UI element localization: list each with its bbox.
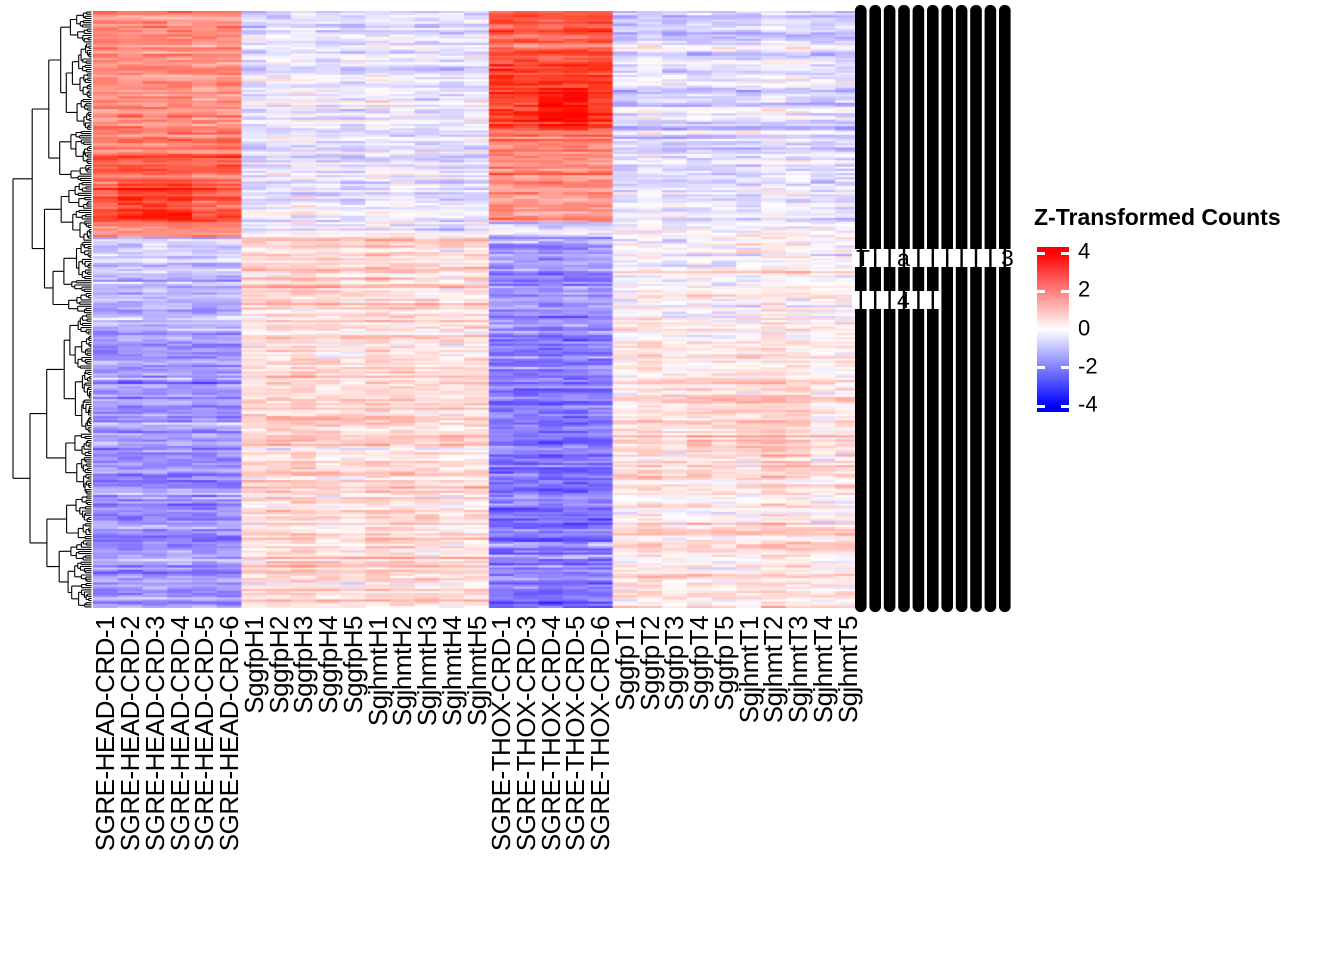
column-label-text: SGRE-HEAD-CRD-6 [214, 616, 245, 852]
column-label-text: SgjhmtH2 [387, 616, 418, 727]
row-label-bar [970, 5, 982, 612]
row-label-stem [1003, 249, 1006, 267]
row-label-stem [874, 291, 877, 309]
row-label-fragment: T [856, 245, 870, 271]
column-label-text: SggfpH5 [337, 616, 368, 714]
legend-tick-mark [1061, 404, 1069, 408]
legend-tick-label: 0 [1078, 315, 1091, 341]
row-label-stem [859, 249, 862, 267]
column-label-text: SGRE-HEAD-CRD-5 [189, 616, 220, 852]
legend-tick-label: -4 [1078, 391, 1098, 417]
column-label-text: SggfpT3 [659, 616, 690, 711]
legend-title: Z-Transformed Counts [1034, 204, 1281, 230]
column-label-text: SGRE-THOX-CRD-1 [486, 616, 517, 852]
column-label: SgjhmtT5 [833, 616, 943, 723]
column-label-text: SggfpT5 [708, 616, 739, 711]
legend-tick-mark [1061, 251, 1069, 255]
column-label-text: SGRE-THOX-CRD-6 [585, 616, 616, 852]
column-label-text: SGRE-HEAD-CRD-1 [90, 616, 121, 852]
heatmap-grid [93, 11, 860, 608]
row-label-stem [974, 249, 978, 267]
column-label-text: SggfpH4 [313, 616, 344, 714]
row-label-stem [989, 249, 992, 267]
row-label-stem [946, 249, 949, 267]
row-label-stem [874, 249, 877, 267]
row-label-stem [931, 249, 934, 267]
legend-tick-mark [1037, 251, 1045, 255]
row-label-stem [931, 291, 934, 309]
row-label-stem [859, 291, 862, 309]
column-label-text: SgjhmtH3 [412, 616, 443, 727]
column-label-text: SGRE-HEAD-CRD-4 [164, 616, 195, 852]
legend-tick-mark [1061, 366, 1069, 370]
column-label-text: SgjhmtH1 [362, 616, 393, 727]
row-label-fragment: 4 [897, 287, 910, 313]
row-label-bar [941, 5, 953, 612]
row-label-stem [888, 291, 891, 309]
row-label-bar [955, 5, 968, 612]
legend-tick-mark [1037, 366, 1045, 370]
legend-tick-label: 4 [1078, 238, 1091, 264]
row-label-stem [902, 249, 906, 267]
column-label-text: SGRE-HEAD-CRD-3 [139, 616, 170, 852]
row-label-bar [999, 5, 1011, 612]
column-label-text: SgjhmtT4 [807, 616, 838, 724]
column-label-text: SGRE-THOX-CRD-5 [560, 616, 591, 852]
legend-tick-mark [1061, 328, 1069, 331]
row-label-stem [888, 249, 891, 267]
legend-tick-label: -2 [1078, 353, 1098, 379]
column-label-text: SggfpH3 [288, 616, 319, 714]
row-dendrogram [12, 11, 92, 608]
column-label-text: SggfpT4 [684, 616, 715, 711]
legend-tick-mark [1037, 404, 1045, 408]
row-label-fragment: 3 [1001, 245, 1014, 271]
column-label-text: SgjhmtH5 [461, 616, 492, 727]
row-label-stem [917, 291, 920, 309]
column-label-text: SgjhmtH4 [436, 616, 467, 727]
column-label-text: SGRE-HEAD-CRD-2 [115, 616, 146, 852]
legend-tick-mark [1037, 328, 1045, 331]
column-label-text: SgjhmtT3 [783, 616, 814, 724]
row-label-stem [960, 249, 963, 267]
legend-tick-mark [1061, 289, 1069, 293]
column-label-text: SggfpT1 [609, 616, 640, 711]
legend-tick-mark [1037, 289, 1045, 293]
row-label-gap [852, 291, 939, 309]
row-label-stem [917, 249, 920, 267]
row-label-fragment: a [897, 245, 910, 271]
legend-tick-label: 2 [1078, 276, 1091, 302]
column-label-text: SGRE-THOX-CRD-3 [510, 616, 541, 852]
column-label-text: SgjhmtT2 [758, 616, 789, 724]
dendrogram-branches [12, 11, 92, 608]
row-label-stem [902, 291, 906, 309]
row-label-bar [984, 5, 997, 612]
column-label-text: SgjhmtT5 [832, 616, 863, 724]
column-label-text: SggfpH1 [238, 616, 269, 714]
column-label-text: SggfpH2 [263, 616, 294, 714]
